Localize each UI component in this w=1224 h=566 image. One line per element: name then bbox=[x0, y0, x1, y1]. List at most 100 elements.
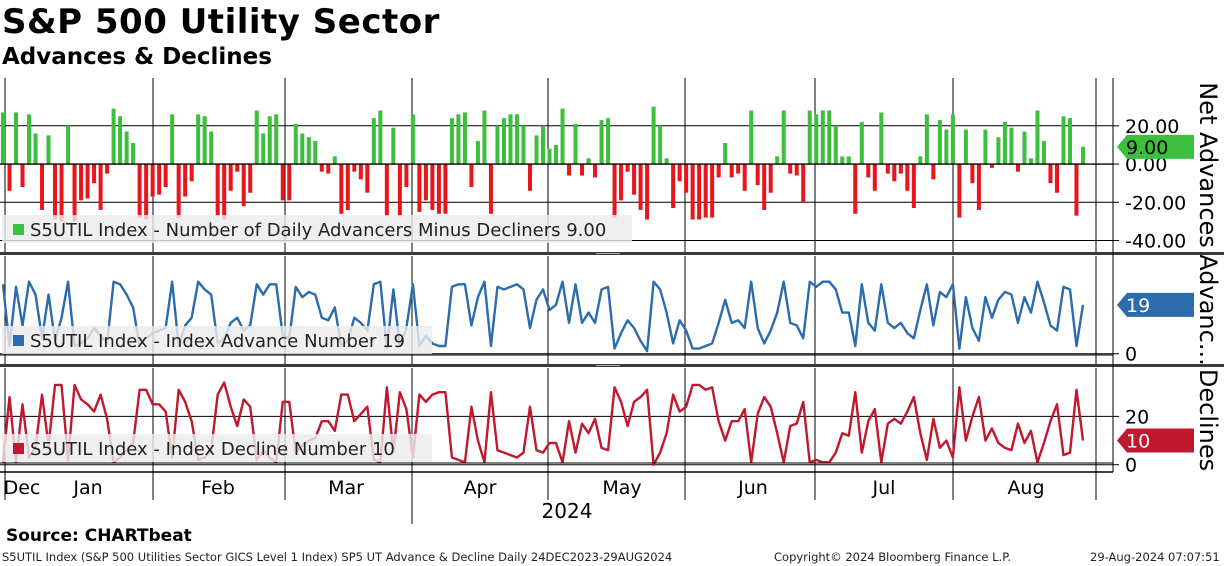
bar bbox=[79, 164, 84, 201]
bar bbox=[287, 164, 292, 201]
axis-title: Net Advances bbox=[1194, 82, 1222, 248]
bar bbox=[521, 125, 526, 165]
legend-box bbox=[2, 434, 432, 462]
bar bbox=[1054, 164, 1059, 193]
bar bbox=[625, 164, 630, 172]
bar bbox=[716, 164, 721, 178]
bar bbox=[885, 164, 890, 174]
bar bbox=[137, 164, 142, 218]
bar bbox=[989, 164, 994, 168]
bar bbox=[118, 116, 123, 165]
bar bbox=[163, 164, 168, 187]
bar bbox=[33, 133, 38, 165]
bar bbox=[1009, 127, 1014, 165]
bar bbox=[0, 112, 6, 165]
x-tick-label: Feb bbox=[201, 477, 235, 499]
bar bbox=[840, 156, 845, 165]
last-value-tag bbox=[1117, 292, 1194, 317]
bar bbox=[274, 114, 279, 165]
bar bbox=[632, 164, 637, 195]
x-tick-label: Jun bbox=[737, 477, 768, 499]
bar bbox=[248, 164, 253, 193]
bar bbox=[944, 129, 949, 165]
bar bbox=[196, 114, 201, 165]
bar bbox=[671, 164, 676, 209]
last-value-tag bbox=[1117, 428, 1194, 453]
x-tick-label: Aug bbox=[1007, 477, 1044, 499]
bar bbox=[762, 164, 767, 210]
footer-description: S5UTIL Index (S&P 500 Utilities Sector G… bbox=[2, 550, 673, 564]
bar bbox=[703, 164, 708, 218]
bar bbox=[554, 144, 559, 165]
bar bbox=[1028, 158, 1033, 165]
x-tick-label: Jan bbox=[72, 477, 102, 499]
bar bbox=[131, 143, 136, 165]
y-tick-label: 20 bbox=[1125, 406, 1149, 428]
bar bbox=[417, 164, 422, 212]
bar bbox=[560, 108, 565, 165]
bar bbox=[20, 164, 25, 187]
bar bbox=[53, 164, 58, 220]
bar bbox=[853, 164, 858, 214]
y-tick-label: 0.00 bbox=[1125, 154, 1167, 176]
bar bbox=[1061, 116, 1066, 165]
bar bbox=[98, 164, 103, 210]
bar bbox=[540, 125, 546, 165]
bar bbox=[202, 116, 207, 165]
legend-swatch bbox=[13, 224, 24, 235]
bar bbox=[456, 114, 461, 165]
bar bbox=[527, 164, 532, 191]
last-value-label: 19 bbox=[1126, 295, 1150, 317]
bar bbox=[781, 110, 786, 165]
bar bbox=[111, 108, 116, 165]
bar bbox=[768, 164, 773, 193]
bar bbox=[976, 164, 981, 210]
x-tick-label: Mar bbox=[328, 477, 364, 499]
bar bbox=[462, 112, 467, 165]
x-tick-label: May bbox=[602, 477, 641, 499]
bar bbox=[879, 112, 884, 165]
bar bbox=[319, 164, 324, 172]
bar bbox=[501, 118, 506, 165]
bar bbox=[1015, 164, 1020, 172]
bar bbox=[846, 156, 851, 165]
bar bbox=[606, 118, 611, 165]
bar bbox=[697, 164, 702, 220]
bar bbox=[313, 141, 318, 165]
last-value-label: 9.00 bbox=[1126, 137, 1168, 159]
bar bbox=[645, 164, 650, 220]
page-title: S&P 500 Utility Sector bbox=[2, 2, 440, 42]
bar bbox=[300, 133, 305, 165]
bar bbox=[157, 164, 162, 195]
bar bbox=[66, 125, 71, 165]
legend-text: S5UTIL Index - Index Decline Number 10 bbox=[30, 439, 395, 460]
bar bbox=[495, 125, 500, 165]
y-tick-label: -20.00 bbox=[1125, 192, 1186, 214]
bar bbox=[430, 164, 435, 210]
bar bbox=[1035, 110, 1040, 165]
bar bbox=[176, 164, 181, 218]
bar bbox=[827, 110, 832, 165]
footer-copyright: Copyright© 2024 Bloomberg Finance L.P. bbox=[774, 550, 1011, 564]
bar bbox=[898, 164, 903, 174]
bar bbox=[449, 118, 454, 165]
y-tick-label: 0 bbox=[1125, 344, 1137, 366]
bar bbox=[957, 164, 962, 218]
bar bbox=[593, 164, 598, 178]
bar bbox=[72, 164, 77, 222]
bar bbox=[1048, 164, 1053, 184]
bar bbox=[1002, 121, 1007, 165]
bar bbox=[59, 164, 64, 222]
bar bbox=[866, 164, 871, 178]
x-tick-label: Jul bbox=[872, 477, 896, 499]
bar bbox=[293, 123, 298, 165]
bar bbox=[508, 114, 513, 165]
bar bbox=[475, 141, 480, 165]
page-subtitle: Advances & Declines bbox=[2, 44, 272, 70]
bar bbox=[911, 164, 916, 209]
last-value-label: 10 bbox=[1126, 431, 1150, 453]
footer-timestamp: 29-Aug-2024 07:07:51 bbox=[1090, 550, 1220, 564]
bar bbox=[1041, 141, 1046, 165]
bar bbox=[215, 164, 220, 216]
